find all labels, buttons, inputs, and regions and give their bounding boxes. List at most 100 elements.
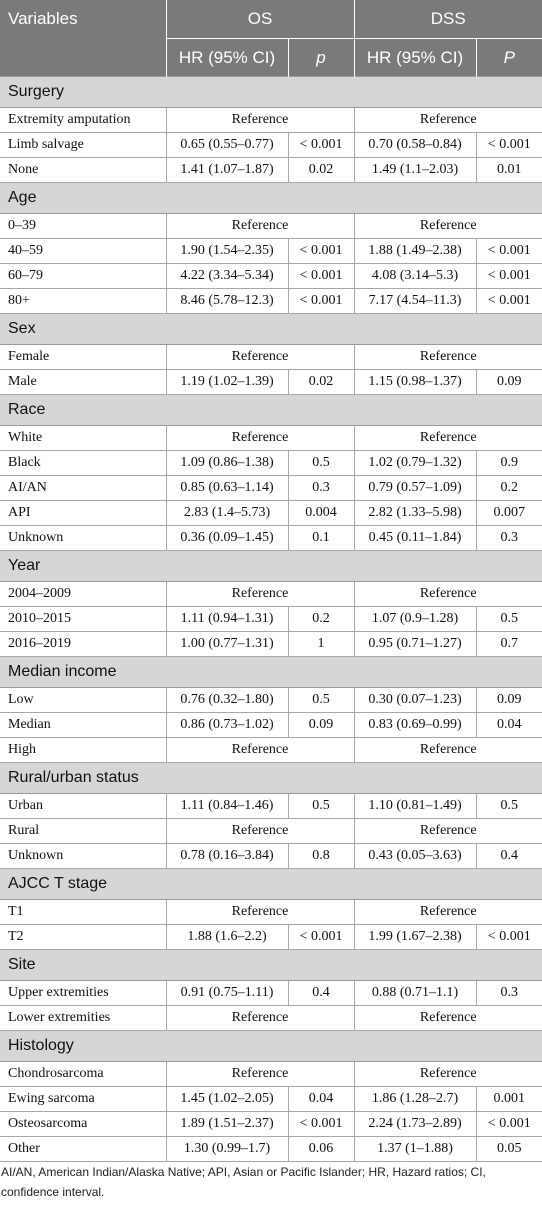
table-row: Urban 1.11 (0.84–1.46) 0.5 1.10 (0.81–1.49)… — [0, 793, 542, 819]
dss-hr-cell: 1.37 (1–1.88) — [354, 1136, 477, 1162]
table-row: 2004–2009 Reference Reference — [0, 581, 542, 607]
row-label: 2004–2009 — [0, 581, 167, 607]
dss-reference-cell: Reference — [354, 581, 542, 607]
row-label: 60–79 — [0, 263, 167, 289]
table-row: Ewing sarcoma 1.45 (1.02–2.05) 0.04 1.86 (1… — [0, 1086, 542, 1112]
os-reference-cell: Reference — [166, 1061, 355, 1087]
table-row: Median 0.86 (0.73–1.02) 0.09 0.83 (0.69–0.9… — [0, 712, 542, 738]
os-p-cell: 0.09 — [288, 712, 355, 738]
dss-hr-cell: 0.95 (0.71–1.27) — [354, 631, 477, 657]
row-label: Osteosarcoma — [0, 1111, 167, 1137]
table-row: 60–79 4.22 (3.34–5.34) < 0.001 4.08 (3.14–5… — [0, 263, 542, 289]
os-hr-cell: 0.65 (0.55–0.77) — [166, 132, 289, 158]
table-row: High Reference Reference — [0, 737, 542, 763]
section-header-row: Sex — [0, 313, 542, 345]
os-reference-cell: Reference — [166, 899, 355, 925]
row-label: T1 — [0, 899, 167, 925]
dss-reference-cell: Reference — [354, 899, 542, 925]
section-title: Age — [0, 182, 542, 214]
row-label: None — [0, 157, 167, 183]
os-p-cell: < 0.001 — [288, 288, 355, 314]
row-label: 40–59 — [0, 238, 167, 264]
row-label: AI/AN — [0, 475, 167, 501]
os-p-cell: 0.04 — [288, 1086, 355, 1112]
row-label: Low — [0, 687, 167, 713]
dss-p-cell: 0.3 — [476, 525, 542, 551]
table-row: Female Reference Reference — [0, 344, 542, 370]
os-p-cell: 0.2 — [288, 606, 355, 632]
os-p-cell: 0.4 — [288, 980, 355, 1006]
dss-hr-cell: 1.86 (1.28–2.7) — [354, 1086, 477, 1112]
dss-p-cell: 0.007 — [476, 500, 542, 526]
dss-group-header: DSS — [354, 0, 542, 39]
dss-p-cell: 0.05 — [476, 1136, 542, 1162]
section-header-row: Surgery — [0, 76, 542, 108]
table-row: Unknown 0.36 (0.09–1.45) 0.1 0.45 (0.11–1.8… — [0, 525, 542, 551]
variables-header: Variables — [0, 0, 167, 77]
row-label: Limb salvage — [0, 132, 167, 158]
os-p-cell: < 0.001 — [288, 238, 355, 264]
dss-hr-cell: 1.07 (0.9–1.28) — [354, 606, 477, 632]
os-p-cell: 0.004 — [288, 500, 355, 526]
os-p-cell: 0.02 — [288, 369, 355, 395]
dss-reference-cell: Reference — [354, 737, 542, 763]
section-title: Year — [0, 550, 542, 582]
os-group-header: OS — [166, 0, 355, 39]
dss-reference-cell: Reference — [354, 107, 542, 133]
section-title: Rural/urban status — [0, 762, 542, 794]
table-body: Surgery Extremity amputation Reference Refe… — [0, 76, 542, 1162]
table-row: Male 1.19 (1.02–1.39) 0.02 1.15 (0.98–1.37)… — [0, 369, 542, 395]
dss-p-cell: 0.7 — [476, 631, 542, 657]
os-p-cell: 1 — [288, 631, 355, 657]
dss-hr-cell: 2.82 (1.33–5.98) — [354, 500, 477, 526]
dss-p-cell: < 0.001 — [476, 924, 542, 950]
header-row-sub: HR (95% CI) p HR (95% CI) P — [0, 38, 542, 77]
section-title: Sex — [0, 313, 542, 345]
table-row: Black 1.09 (0.86–1.38) 0.5 1.02 (0.79–1.32)… — [0, 450, 542, 476]
dss-hr-cell: 0.45 (0.11–1.84) — [354, 525, 477, 551]
os-reference-cell: Reference — [166, 581, 355, 607]
os-hr-cell: 2.83 (1.4–5.73) — [166, 500, 289, 526]
dss-hr-cell: 0.79 (0.57–1.09) — [354, 475, 477, 501]
os-hr-cell: 1.41 (1.07–1.87) — [166, 157, 289, 183]
table-header: Variables OS DSS HR (95% CI) p HR (95% C… — [0, 0, 542, 77]
dss-reference-cell: Reference — [354, 213, 542, 239]
dss-p-cell: < 0.001 — [476, 263, 542, 289]
section-title: Race — [0, 394, 542, 426]
row-label: Rural — [0, 818, 167, 844]
row-label: 2010–2015 — [0, 606, 167, 632]
table-row: Low 0.76 (0.32–1.80) 0.5 0.30 (0.07–1.23) 0.… — [0, 687, 542, 713]
dss-p-cell: 0.9 — [476, 450, 542, 476]
table-row: 2010–2015 1.11 (0.94–1.31) 0.2 1.07 (0.9–1.… — [0, 606, 542, 632]
section-title: Site — [0, 949, 542, 981]
os-hr-cell: 1.45 (1.02–2.05) — [166, 1086, 289, 1112]
section-header-row: AJCC T stage — [0, 868, 542, 900]
dss-hr-cell: 4.08 (3.14–5.3) — [354, 263, 477, 289]
os-p-cell: < 0.001 — [288, 924, 355, 950]
table-footnote: AI/AN, American Indian/Alaska Native; AP… — [1, 1165, 486, 1199]
dss-p-cell: 0.4 — [476, 843, 542, 869]
row-label: Black — [0, 450, 167, 476]
os-p-cell: 0.8 — [288, 843, 355, 869]
header-row-top: Variables OS DSS — [0, 0, 542, 77]
dss-p-cell: < 0.001 — [476, 132, 542, 158]
os-reference-cell: Reference — [166, 818, 355, 844]
os-reference-cell: Reference — [166, 737, 355, 763]
os-hr-cell: 0.86 (0.73–1.02) — [166, 712, 289, 738]
dss-p-header: P — [476, 38, 542, 77]
os-hr-cell: 1.19 (1.02–1.39) — [166, 369, 289, 395]
section-title: Histology — [0, 1030, 542, 1062]
dss-p-cell: < 0.001 — [476, 288, 542, 314]
dss-hr-cell: 1.49 (1.1–2.03) — [354, 157, 477, 183]
dss-hr-cell: 0.43 (0.05–3.63) — [354, 843, 477, 869]
dss-hr-cell: 0.83 (0.69–0.99) — [354, 712, 477, 738]
row-label: Unknown — [0, 525, 167, 551]
section-header-row: Year — [0, 550, 542, 582]
table-row: 40–59 1.90 (1.54–2.35) < 0.001 1.88 (1.49–2… — [0, 238, 542, 264]
os-hr-cell: 8.46 (5.78–12.3) — [166, 288, 289, 314]
dss-p-cell: < 0.001 — [476, 238, 542, 264]
table-row: Upper extremities 0.91 (0.75–1.11) 0.4 0.88… — [0, 980, 542, 1006]
os-hr-cell: 1.89 (1.51–2.37) — [166, 1111, 289, 1137]
os-hr-cell: 1.00 (0.77–1.31) — [166, 631, 289, 657]
dss-hr-cell: 0.88 (0.71–1.1) — [354, 980, 477, 1006]
